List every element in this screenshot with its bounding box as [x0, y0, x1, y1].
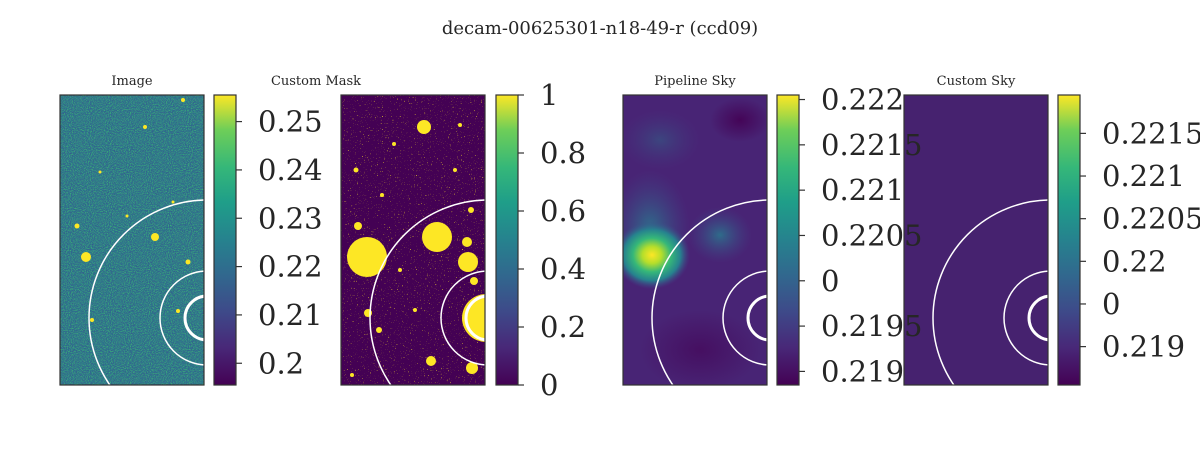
image-arcs: [88, 199, 204, 385]
colorbar-pipeline-sky-ticks: 0.222 0.2215 0.221 0.2205 0 0.2195 0.219: [799, 83, 922, 388]
colorbar-tick-label: 0.2: [540, 310, 586, 344]
colorbar-tick-label: 0.2: [258, 346, 304, 380]
colorbar-tick-label: 0.219: [1102, 330, 1185, 364]
colorbar-pipeline-sky: 0.222 0.2215 0.221 0.2205 0 0.2195 0.219: [776, 83, 922, 388]
colorbar-tick-label: 0.221: [1102, 159, 1185, 193]
pipeline-sky-frame: [622, 94, 768, 386]
mask-panel: [341, 95, 485, 385]
custom-sky-panel: [904, 95, 1048, 385]
colorbar-custom-sky-ticks: 0.2215 0.221 0.2205 0.22 0 0.219: [1080, 116, 1200, 364]
colorbar-tick-label: 0.2205: [821, 218, 922, 252]
pipeline-sky-panel: [623, 95, 767, 385]
colorbar-tick-label: 0.21: [258, 298, 323, 332]
colorbar-custom-sky: 0.2215 0.221 0.2205 0.22 0 0.219: [1057, 94, 1200, 386]
panel-title-image: Image: [111, 74, 153, 89]
colorbar-custom-mask-ticks: 1 0.8 0.6 0.4 0.2 0: [518, 78, 586, 402]
panel-title-custom-mask: Custom Mask: [270, 74, 362, 89]
colorbar-tick-label: 0.2205: [1102, 202, 1200, 236]
image-frame: [59, 94, 205, 386]
colorbar-tick-label: 0.22: [1102, 244, 1167, 278]
colorbar-tick-label: 0.25: [258, 105, 323, 139]
pipeline-sky-bright-blob: [623, 221, 690, 289]
panel-title-pipeline-sky: Pipeline Sky: [654, 74, 736, 89]
colorbar-tick-label: 0: [540, 368, 558, 402]
colorbar-tick-label: 0.221: [821, 173, 904, 207]
colorbar-tick-label: 0.222: [821, 83, 904, 117]
colorbar-tick-label: 0.2195: [821, 309, 922, 343]
colorbar-tick-label: 0: [1102, 287, 1120, 321]
colorbar-tick-label: 1: [540, 78, 558, 112]
colorbar-tick-label: 0.22: [258, 250, 323, 284]
colorbar-tick-label: 0.219: [821, 354, 904, 388]
mask-arcs: [369, 199, 485, 385]
colorbar-tick-label: 0.2215: [1102, 116, 1200, 150]
colorbar-image-ticks: 0.25 0.24 0.23 0.22 0.21 0.2: [236, 105, 323, 380]
mask-frame: [340, 94, 486, 386]
colorbar-tick-label: 0.2215: [821, 128, 922, 162]
figure-title: decam-00625301-n18-49-r (ccd09): [441, 18, 759, 39]
colorbar-tick-label: 0.4: [540, 252, 586, 286]
custom-sky-frame: [903, 94, 1049, 386]
custom-sky-arcs: [932, 199, 1048, 385]
colorbar-tick-label: 0.24: [258, 153, 323, 187]
colorbar-tick-label: 0.23: [258, 201, 323, 235]
colorbar-tick-label: 0: [821, 264, 839, 298]
image-panel: [60, 95, 204, 385]
mask-sources: [347, 120, 485, 377]
image-noise: [60, 95, 204, 385]
panel-title-custom-sky: Custom Sky: [936, 74, 1016, 89]
colorbar-image: 0.25 0.24 0.23 0.22 0.21 0.2: [213, 94, 323, 386]
image-sources: [74, 98, 191, 322]
pipeline-sky-arcs: [651, 199, 767, 385]
colorbar-custom-mask: 1 0.8 0.6 0.4 0.2 0: [495, 78, 586, 402]
colorbar-tick-label: 0.6: [540, 194, 586, 228]
colorbar-tick-label: 0.8: [540, 136, 586, 170]
custom-sky-background: [904, 95, 1048, 385]
